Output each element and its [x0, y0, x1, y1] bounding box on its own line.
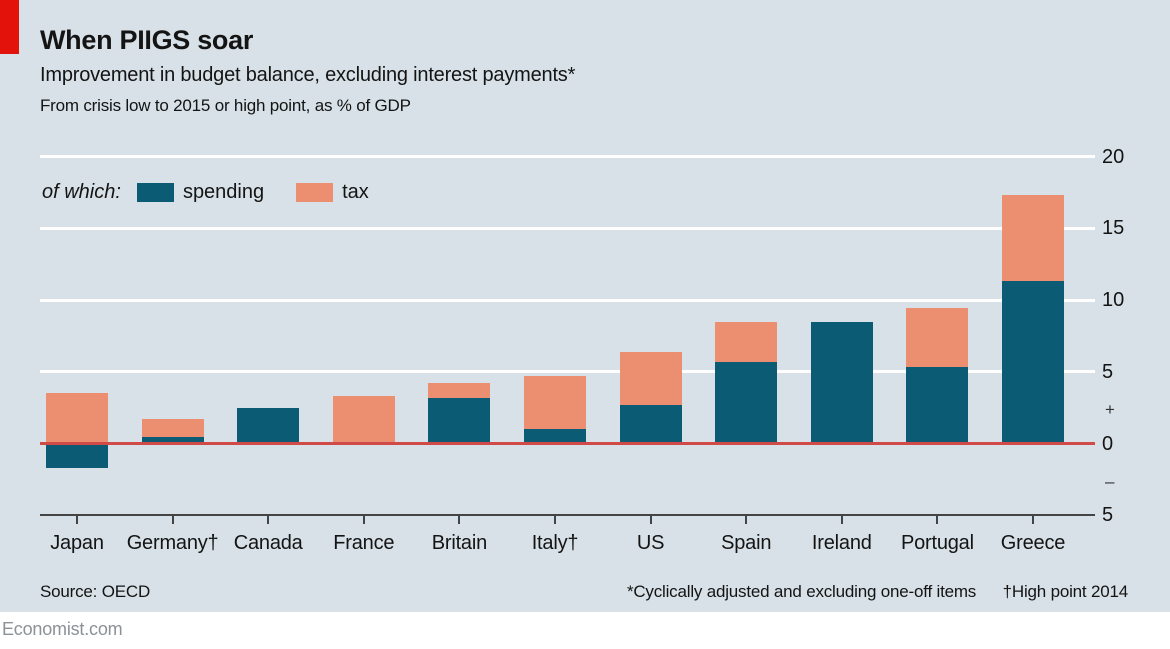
footnotes: *Cyclically adjusted and excluding one-o… — [627, 582, 1128, 602]
x-tick-10 — [1032, 516, 1034, 525]
bar-germany-spending — [141, 437, 204, 444]
bar-portugal-spending — [906, 366, 969, 444]
x-axis-line — [40, 514, 1095, 517]
bar-japan-spending — [46, 443, 108, 468]
chart-title: When PIIGS soar — [40, 25, 254, 55]
bar-germany-tax — [141, 419, 204, 438]
gridline-10 — [40, 298, 1095, 302]
economist-chart: When PIIGS soar Improvement in budget ba… — [0, 0, 1170, 612]
bar-britain-tax — [428, 383, 491, 399]
bar-britain-spending — [428, 398, 491, 444]
bar-greece-tax — [1002, 195, 1064, 282]
source-note: Source: OECD — [40, 582, 151, 601]
footnote-asterisk: *Cyclically adjusted and excluding one-o… — [626, 582, 977, 601]
x-axis-label-9: Portugal — [900, 532, 974, 554]
economist-red-tab — [0, 0, 19, 54]
y-axis-label-2: 10 — [1102, 289, 1125, 311]
plot-area: 20 15 10 5 +0 – 5 Japan Germany† Canada France Brit… — [40, 145, 1125, 554]
bar-ireland-spending — [810, 321, 873, 444]
y-axis-label-3: 5 — [1102, 360, 1114, 383]
chart-unit-note: From crisis low to 2015 or high point, a… — [40, 96, 411, 115]
legend-swatch-tax — [296, 182, 334, 202]
y-axis-label-4: + — [1105, 400, 1115, 420]
y-axis-label-7: 5 — [1102, 504, 1114, 527]
x-tick-9 — [936, 516, 939, 525]
chart-subtitle: Improvement in budget balance, excluding… — [40, 64, 576, 86]
bar-us-tax — [619, 351, 682, 406]
bar-france-tax — [332, 396, 395, 444]
footnote-dagger: †High point 2014 — [1002, 582, 1129, 601]
bar-canada-spending — [237, 408, 300, 444]
gridline-15 — [40, 226, 1095, 230]
x-axis-label-10: Greece — [1000, 532, 1066, 554]
x-axis-label-3: France — [333, 532, 395, 554]
x-tick-2 — [267, 516, 270, 525]
y-axis-label-1: 15 — [1102, 217, 1125, 240]
bar-japan-tax — [46, 393, 108, 444]
chart-legend: of which: spending tax — [42, 180, 401, 204]
x-axis-label-5: Italy† — [531, 532, 579, 554]
x-axis-label-0: Japan — [50, 532, 104, 554]
x-axis-label-8: Ireland — [811, 532, 872, 554]
gridline-20 — [40, 155, 1095, 158]
bar-greece-spending — [1002, 281, 1064, 444]
x-tick-6 — [649, 516, 652, 525]
bar-us-spending — [619, 405, 682, 444]
x-axis-label-2: Canada — [233, 532, 303, 554]
bar-spain-spending — [715, 361, 778, 444]
y-axis-label-5: 0 — [1102, 432, 1114, 455]
x-axis-label-1: Germany† — [126, 532, 219, 554]
x-tick-5 — [554, 516, 556, 525]
bottom-strip: Economist.com — [0, 612, 1170, 649]
x-axis-label-7: Spain — [721, 532, 772, 554]
x-tick-7 — [745, 516, 748, 525]
x-axis-label-6: US — [636, 532, 665, 554]
x-tick-8 — [840, 516, 843, 525]
bar-italy-spending — [524, 429, 586, 444]
legend-label-spending: spending — [182, 180, 265, 203]
legend-swatch-spending — [136, 182, 174, 202]
x-axis-label-4: Britain — [431, 532, 488, 554]
x-tick-4 — [458, 516, 461, 525]
y-axis-label-0: 20 — [1102, 145, 1125, 168]
economist-com-label: Economist.com — [2, 619, 123, 639]
x-tick-0 — [76, 516, 78, 525]
bar-spain-tax — [715, 321, 778, 362]
x-tick-3 — [362, 516, 365, 525]
bar-portugal-tax — [906, 307, 969, 367]
zero-baseline — [40, 442, 1095, 445]
x-tick-1 — [171, 516, 174, 525]
gridline-5 — [40, 370, 1095, 374]
y-axis-label-6: – — [1105, 472, 1115, 492]
legend-label-tax: tax — [342, 180, 369, 203]
legend-prefix: of which: — [42, 180, 121, 203]
bar-italy-tax — [524, 376, 586, 430]
